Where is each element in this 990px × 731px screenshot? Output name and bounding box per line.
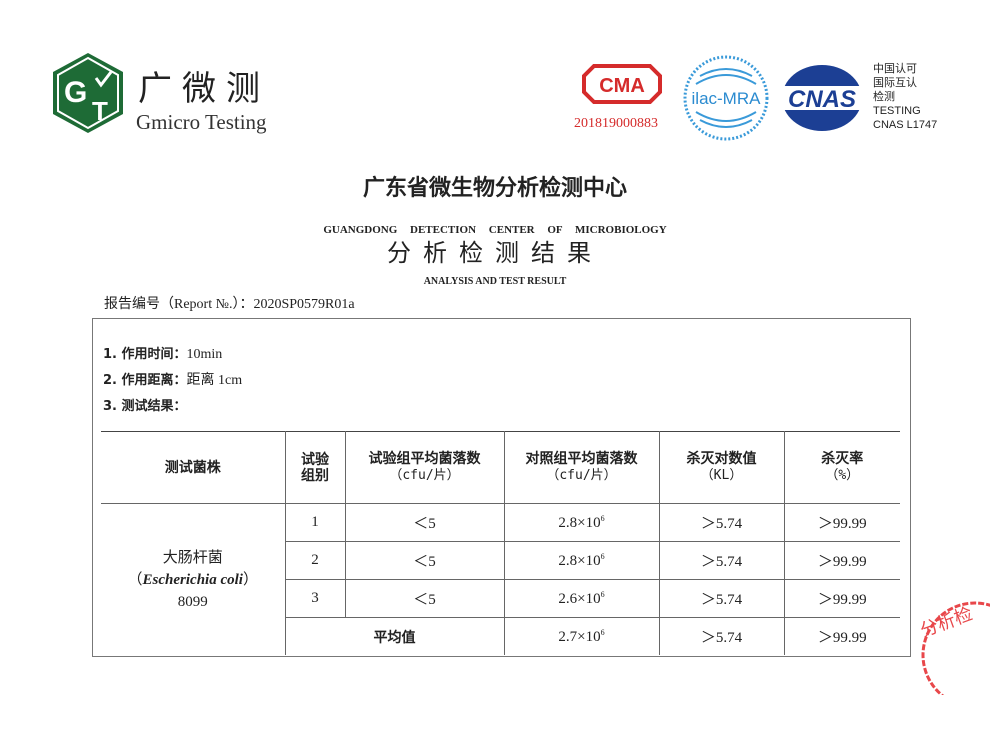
red-stamp: 分析检 xyxy=(918,601,990,695)
rate-cell: ＞99.99 xyxy=(783,617,900,655)
gt-logo: G T xyxy=(53,53,123,133)
center-title-cn: 广东省微生物分析检测中心 xyxy=(362,176,627,201)
average-row: 平均值 2.7×106 ＞5.74 ＞99.99 xyxy=(101,617,900,655)
result-title-en: ANALYSIS AND TEST RESULT xyxy=(423,276,567,287)
strain-cell: 大肠杆菌 （Escherichia coli） 8099 xyxy=(101,503,286,655)
ilac-mra-logo: ilac-MRA xyxy=(683,55,769,141)
cma-logo: CMA xyxy=(582,64,662,104)
kl-cell: ＞5.74 xyxy=(658,617,785,655)
kl-cell: ＞5.74 xyxy=(658,503,785,542)
item-duration: 1. 作用时间：10min xyxy=(103,346,222,364)
item-label: 2. 作用距离： xyxy=(103,373,187,388)
item-distance: 2. 作用距离：距离 1cm xyxy=(103,372,242,390)
header-group: 试验 组别 xyxy=(284,431,346,504)
group-cell: 2 xyxy=(284,541,346,580)
header-strain: 测试菌株 xyxy=(101,431,286,504)
header-kl: 杀灭对数值 （KL） xyxy=(658,431,785,504)
item-value: 距离 1cm xyxy=(186,373,243,388)
average-label: 平均值 xyxy=(284,617,505,655)
report-number: 报告编号（Report №.）：2020SP0579R01a xyxy=(104,297,355,312)
header-test-count: 试验组平均菌落数 （cfu/片） xyxy=(344,431,505,504)
cnas-label: CNAS xyxy=(788,86,856,113)
result-title-cn: 分析检测结果 xyxy=(387,239,603,267)
kl-cell: ＞5.74 xyxy=(658,579,785,618)
cnas-line: TESTING xyxy=(873,105,921,117)
test-count-cell: ＜5 xyxy=(344,541,505,580)
header-control-count: 对照组平均菌落数 （cfu/片） xyxy=(503,431,660,504)
cnas-line: CNAS L1747 xyxy=(873,119,938,131)
table-row: 大肠杆菌 （Escherichia coli） 8099 1 ＜5 2.8×10… xyxy=(101,503,900,655)
svg-text:T: T xyxy=(92,96,108,126)
brand-name-cn: 广微测 xyxy=(138,69,270,109)
results-table: 测试菌株 试验 组别 试验组平均菌落数 （cfu/片） 对照组平均菌落数 （cfu/片… xyxy=(101,431,900,655)
table-header-row: 测试菌株 试验 组别 试验组平均菌落数 （cfu/片） 对照组平均菌落数 （cfu/片… xyxy=(101,431,900,504)
brand-name-en: Gmicro Testing xyxy=(136,110,267,134)
item-results: 3. 测试结果： xyxy=(103,398,187,416)
cma-label: CMA xyxy=(599,75,645,97)
group-cell: 3 xyxy=(284,579,346,618)
item-value: 10min xyxy=(186,347,223,362)
control-count-cell: 2.7×106 xyxy=(503,617,660,655)
result-box xyxy=(92,318,911,657)
item-label: 1. 作用时间： xyxy=(103,347,187,362)
rate-cell: ＞99.99 xyxy=(783,579,900,618)
control-count-cell: 2.6×106 xyxy=(503,579,660,618)
group-cell: 1 xyxy=(284,503,346,542)
kl-cell: ＞5.74 xyxy=(658,541,785,580)
test-count-cell: ＜5 xyxy=(344,503,505,542)
cnas-line: 中国认可 xyxy=(873,63,917,75)
rate-cell: ＞99.99 xyxy=(783,503,900,542)
cnas-line: 国际互认 xyxy=(873,77,917,89)
svg-text:G: G xyxy=(64,76,87,109)
test-count-cell: ＜5 xyxy=(344,579,505,618)
cnas-line: 检测 xyxy=(873,91,895,103)
cma-number: 201819000883 xyxy=(574,116,658,131)
cnas-logo: CNAS xyxy=(779,65,865,131)
center-title-en: GUANGDONG DETECTION CENTER OF MICROBIOLO… xyxy=(323,224,667,236)
ilac-label: ilac-MRA xyxy=(692,89,762,108)
control-count-cell: 2.8×106 xyxy=(503,541,660,580)
control-count-cell: 2.8×106 xyxy=(503,503,660,542)
header-rate: 杀灭率 （%） xyxy=(783,431,900,504)
svg-text:分析检: 分析检 xyxy=(918,603,976,641)
table-row: 2 ＜5 2.8×106 ＞5.74 ＞99.99 xyxy=(101,541,900,580)
table-row: 3 ＜5 2.6×106 ＞5.74 ＞99.99 xyxy=(101,579,900,618)
cnas-text: 中国认可 国际互认 检测 TESTING CNAS L1747 xyxy=(873,62,937,132)
item-label: 3. 测试结果： xyxy=(103,399,187,414)
rate-cell: ＞99.99 xyxy=(783,541,900,580)
